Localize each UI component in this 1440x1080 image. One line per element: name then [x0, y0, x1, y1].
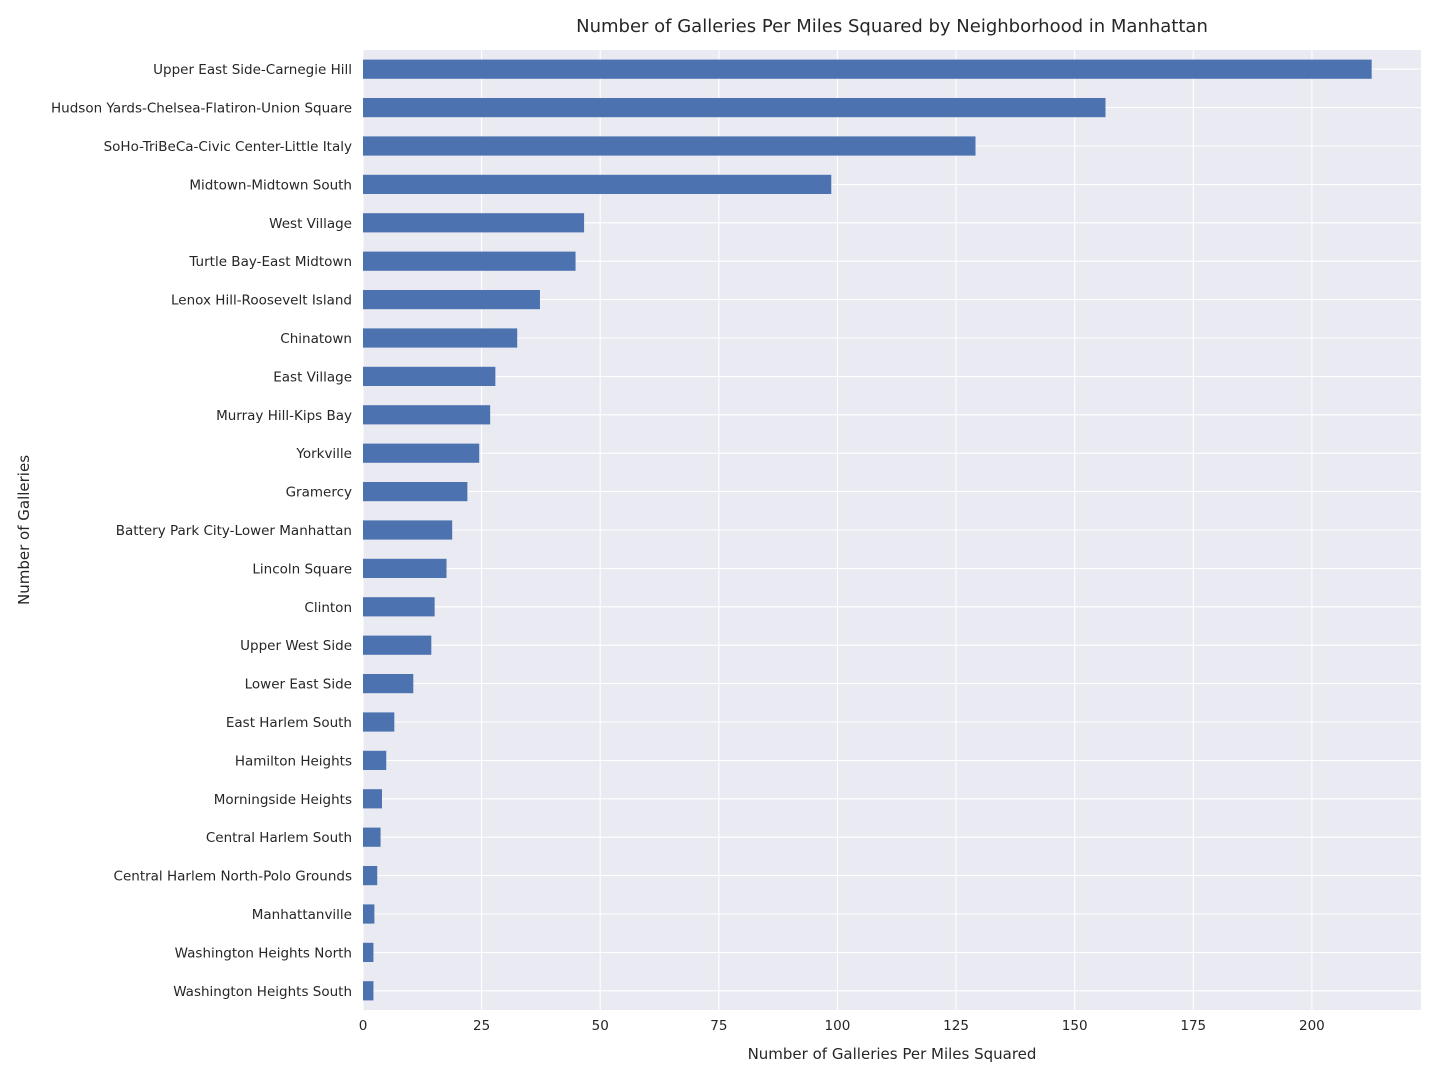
bar	[363, 866, 378, 886]
x-tick-label: 200	[1299, 1018, 1325, 1034]
y-tick-label: SoHo-TriBeCa-Civic Center-Little Italy	[104, 139, 352, 155]
y-tick-label: Washington Heights South	[173, 984, 352, 1000]
y-tick-label: Central Harlem South	[206, 830, 352, 846]
bar	[363, 712, 395, 732]
bar	[363, 789, 382, 809]
y-tick-label: Battery Park City-Lower Manhattan	[116, 523, 352, 539]
bar	[363, 635, 432, 655]
bar	[363, 98, 1106, 118]
x-tick-labels: 0 25 50 75 100 125 150 175 200	[359, 1018, 1325, 1034]
bar	[363, 904, 375, 924]
x-tick-label: 100	[825, 1018, 851, 1034]
y-tick-label: Hamilton Heights	[235, 753, 352, 769]
bar	[363, 674, 414, 694]
y-tick-label: Upper West Side	[240, 638, 352, 654]
bar	[363, 213, 585, 233]
bar	[363, 482, 468, 502]
x-tick-label: 150	[1062, 1018, 1088, 1034]
x-axis-label: Number of Galleries Per Miles Squared	[748, 1045, 1037, 1063]
y-axis-label: Number of Galleries	[15, 455, 33, 605]
x-tick-label: 175	[1180, 1018, 1206, 1034]
bar	[363, 981, 374, 1001]
bar	[363, 59, 1372, 79]
y-tick-label: Gramercy	[286, 485, 352, 501]
y-tick-labels: Upper East Side-Carnegie Hill Hudson Yard…	[51, 62, 352, 1000]
y-tick-label: East Harlem South	[226, 715, 352, 731]
bar	[363, 750, 387, 770]
x-tick-label: 0	[359, 1018, 368, 1034]
bar	[363, 558, 447, 578]
y-tick-label: Central Harlem North-Polo Grounds	[114, 869, 352, 885]
y-tick-label: Yorkville	[295, 446, 352, 462]
y-tick-label: Midtown-Midtown South	[189, 177, 352, 193]
y-tick-label: Upper East Side-Carnegie Hill	[153, 62, 352, 78]
y-tick-label: Hudson Yards-Chelsea-Flatiron-Union Squa…	[51, 101, 352, 117]
bar	[363, 405, 491, 425]
bar	[363, 328, 518, 348]
y-tick-label: West Village	[269, 216, 352, 232]
y-tick-label: Murray Hill-Kips Bay	[216, 408, 352, 424]
y-tick-label: Clinton	[304, 600, 352, 616]
y-tick-label: Manhattanville	[252, 907, 352, 923]
bar	[363, 942, 374, 962]
y-tick-label: East Village	[273, 369, 352, 385]
x-tick-label: 75	[710, 1018, 727, 1034]
bars	[363, 59, 1372, 1001]
bar	[363, 290, 540, 310]
bar	[363, 597, 435, 617]
y-tick-label: Turtle Bay-East Midtown	[188, 254, 352, 270]
bar	[363, 520, 453, 540]
y-tick-label: Lenox Hill-Roosevelt Island	[171, 293, 352, 309]
bar	[363, 136, 976, 156]
bar	[363, 366, 496, 386]
y-tick-label: Chinatown	[280, 331, 352, 347]
x-tick-label: 50	[592, 1018, 609, 1034]
y-tick-label: Lincoln Square	[252, 561, 352, 577]
chart-title: Number of Galleries Per Miles Squared by…	[576, 16, 1208, 37]
bar	[363, 443, 480, 463]
bar	[363, 174, 832, 194]
x-tick-label: 25	[473, 1018, 490, 1034]
x-tick-label: 125	[943, 1018, 969, 1034]
y-tick-label: Lower East Side	[245, 677, 352, 693]
y-tick-label: Morningside Heights	[214, 792, 352, 808]
bar	[363, 827, 381, 847]
bar	[363, 251, 576, 271]
y-tick-label: Washington Heights North	[175, 945, 352, 961]
